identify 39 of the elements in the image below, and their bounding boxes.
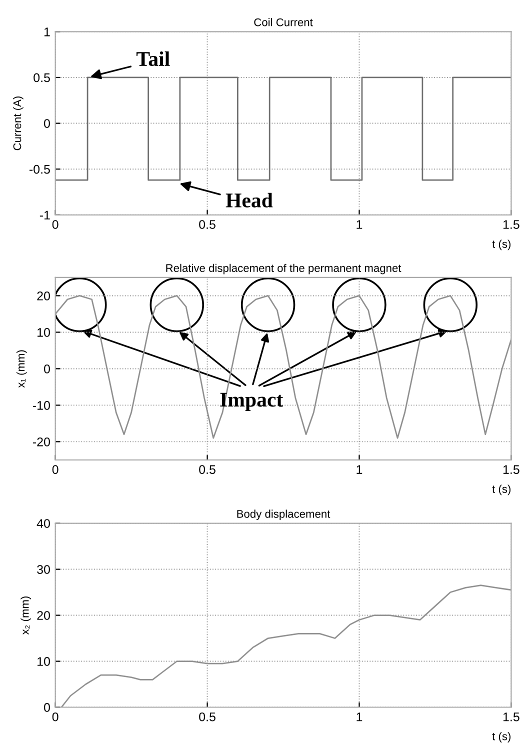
y-tick-label: -0.5 <box>29 164 50 174</box>
x-tick-label: 1.5 <box>503 712 520 722</box>
x-tick-label: 0 <box>52 220 58 229</box>
y-tick-label: 20 <box>37 292 50 300</box>
y-tick-label: 20 <box>37 611 50 620</box>
x-tick-label: 1 <box>356 712 362 722</box>
x-tick-label: 0.5 <box>199 712 216 722</box>
y-tick-label: 10 <box>38 657 50 666</box>
x-tick-label: 0.5 <box>199 465 216 474</box>
x-tick-label: 0 <box>52 465 58 474</box>
y-tick-label: 0.5 <box>34 73 50 82</box>
y-tick-label: 0 <box>44 364 50 374</box>
y-axis-title: x₁ (mm) <box>16 350 27 388</box>
x-tick-label: 1.5 <box>503 465 520 474</box>
y-tick-label: 10 <box>38 328 50 337</box>
y-tick-label: 0 <box>44 703 50 712</box>
y-tick-label: 1 <box>44 28 50 36</box>
x-tick-label: 0.5 <box>199 220 216 229</box>
x-axis-title: t (s) <box>492 240 510 250</box>
x-axis-title: t (s) <box>492 732 510 742</box>
annotation: Head <box>226 192 273 208</box>
x-tick-label: 1 <box>356 220 362 229</box>
y-tick-label: 0 <box>44 119 50 128</box>
x-axis-title: t (s) <box>492 484 510 496</box>
annotation: Impact <box>220 392 284 411</box>
y-tick-label: 40 <box>36 519 50 528</box>
y-axis-title: x₂ (mm) <box>20 596 32 635</box>
chart-title: Coil Current <box>254 18 313 26</box>
y-tick-label: -10 <box>32 401 50 410</box>
chart-title: Body displacement <box>237 510 330 520</box>
x-tick-label: 1.5 <box>503 220 520 229</box>
y-axis-title: Current (A) <box>13 96 24 150</box>
annotation: Tail <box>136 51 170 66</box>
x-tick-label: 0 <box>52 712 58 722</box>
y-tick-label: -20 <box>32 437 50 446</box>
y-tick-label: -1 <box>40 210 50 220</box>
x-tick-label: 1 <box>356 465 362 474</box>
y-tick-label: 30 <box>37 565 50 574</box>
chart-title: Relative displacement of the permanent magnet <box>166 264 402 274</box>
